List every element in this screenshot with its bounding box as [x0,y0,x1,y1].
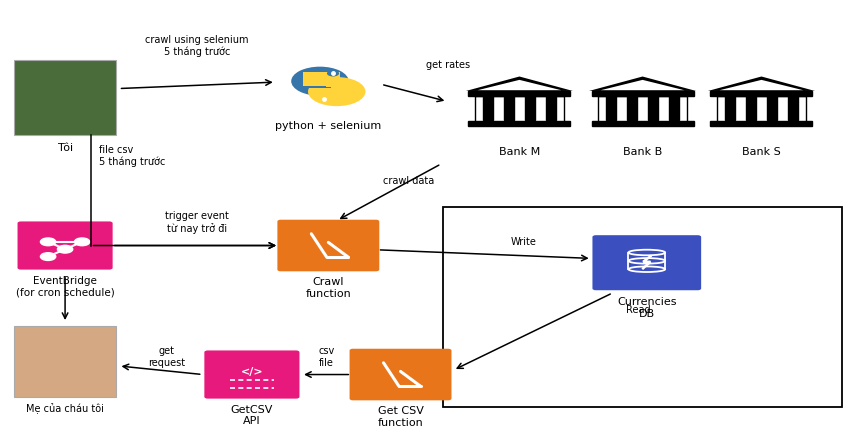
Text: Mẹ của cháu tôi: Mẹ của cháu tôi [26,403,104,413]
FancyBboxPatch shape [14,60,116,135]
Circle shape [291,68,348,96]
FancyBboxPatch shape [592,236,701,291]
Text: Bank S: Bank S [742,146,780,156]
FancyBboxPatch shape [627,97,636,121]
Circle shape [74,238,89,246]
FancyBboxPatch shape [767,97,777,121]
Text: Write: Write [510,236,537,246]
Text: </>: </> [240,366,263,376]
FancyBboxPatch shape [483,97,492,121]
FancyBboxPatch shape [18,222,112,270]
FancyBboxPatch shape [443,207,842,407]
Text: EventBridge
(for cron schedule): EventBridge (for cron schedule) [15,275,114,297]
FancyBboxPatch shape [469,92,570,97]
Polygon shape [601,81,684,91]
Circle shape [40,238,55,246]
FancyBboxPatch shape [717,96,806,122]
FancyBboxPatch shape [469,122,570,126]
Text: GetCSV
API: GetCSV API [231,404,273,425]
Text: csv
file: csv file [318,345,334,367]
Polygon shape [589,77,696,92]
Circle shape [318,97,330,103]
Ellipse shape [629,250,665,256]
Circle shape [308,78,366,107]
FancyBboxPatch shape [648,97,658,121]
Ellipse shape [629,267,665,273]
PathPatch shape [302,72,354,102]
PathPatch shape [302,72,354,102]
FancyBboxPatch shape [475,96,564,122]
Polygon shape [478,81,561,91]
FancyBboxPatch shape [14,326,116,397]
Text: python + selenium: python + selenium [275,121,382,131]
Text: Tôi: Tôi [58,143,72,153]
FancyBboxPatch shape [525,97,535,121]
Text: Bank B: Bank B [623,146,662,156]
FancyBboxPatch shape [606,97,616,121]
Text: get
request: get request [148,345,186,367]
FancyBboxPatch shape [788,97,797,121]
FancyBboxPatch shape [278,220,379,272]
Text: crawl data: crawl data [383,176,435,186]
FancyBboxPatch shape [349,349,452,401]
Text: Currencies
DB: Currencies DB [617,296,676,318]
FancyBboxPatch shape [504,97,514,121]
Polygon shape [708,77,815,92]
Polygon shape [720,81,803,91]
FancyBboxPatch shape [725,97,734,121]
Text: Crawl
function: Crawl function [306,277,351,299]
Polygon shape [466,77,573,92]
Circle shape [327,71,339,77]
FancyBboxPatch shape [591,122,694,126]
Text: Read: Read [625,305,650,315]
FancyBboxPatch shape [711,122,813,126]
Text: Get CSV
function: Get CSV function [377,405,423,427]
Circle shape [40,253,55,261]
Text: get rates: get rates [426,60,470,70]
Text: trigger event
từ nay trở đi: trigger event từ nay trở đi [164,210,228,233]
Text: file csv
5 tháng trước: file csv 5 tháng trước [99,144,165,166]
Text: Bank M: Bank M [498,146,540,156]
Circle shape [57,246,72,253]
Ellipse shape [629,259,665,264]
FancyBboxPatch shape [204,351,299,399]
FancyBboxPatch shape [598,96,688,122]
Text: crawl using selenium
5 tháng trước: crawl using selenium 5 tháng trước [145,35,249,57]
FancyBboxPatch shape [711,92,813,97]
FancyBboxPatch shape [591,92,694,97]
FancyBboxPatch shape [670,97,679,121]
FancyBboxPatch shape [546,97,556,121]
FancyBboxPatch shape [746,97,756,121]
